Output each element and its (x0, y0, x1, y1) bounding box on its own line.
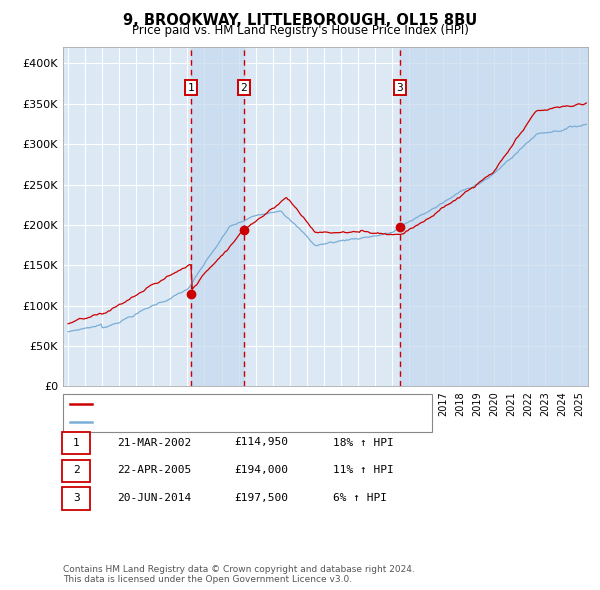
Text: 21-MAR-2002: 21-MAR-2002 (117, 438, 191, 447)
Text: 9, BROOKWAY, LITTLEBOROUGH, OL15 8BU (detached house): 9, BROOKWAY, LITTLEBOROUGH, OL15 8BU (de… (96, 399, 416, 409)
Text: 11% ↑ HPI: 11% ↑ HPI (333, 466, 394, 475)
Text: £114,950: £114,950 (234, 438, 288, 447)
Text: 3: 3 (397, 83, 403, 93)
Text: 2: 2 (73, 466, 80, 475)
Text: 20-JUN-2014: 20-JUN-2014 (117, 493, 191, 503)
Text: This data is licensed under the Open Government Licence v3.0.: This data is licensed under the Open Gov… (63, 575, 352, 584)
Text: Price paid vs. HM Land Registry's House Price Index (HPI): Price paid vs. HM Land Registry's House … (131, 24, 469, 37)
Text: 9, BROOKWAY, LITTLEBOROUGH, OL15 8BU: 9, BROOKWAY, LITTLEBOROUGH, OL15 8BU (123, 12, 477, 28)
Text: Contains HM Land Registry data © Crown copyright and database right 2024.: Contains HM Land Registry data © Crown c… (63, 565, 415, 575)
Text: HPI: Average price, detached house, Rochdale: HPI: Average price, detached house, Roch… (96, 417, 337, 427)
Text: £197,500: £197,500 (234, 493, 288, 503)
Text: 18% ↑ HPI: 18% ↑ HPI (333, 438, 394, 447)
Text: 2: 2 (241, 83, 247, 93)
Text: 1: 1 (188, 83, 194, 93)
Bar (191, 47, 244, 386)
Bar (400, 47, 588, 386)
Text: £194,000: £194,000 (234, 466, 288, 475)
Text: 6% ↑ HPI: 6% ↑ HPI (333, 493, 387, 503)
Text: 1: 1 (73, 438, 80, 447)
Text: 3: 3 (73, 493, 80, 503)
Text: 22-APR-2005: 22-APR-2005 (117, 466, 191, 475)
